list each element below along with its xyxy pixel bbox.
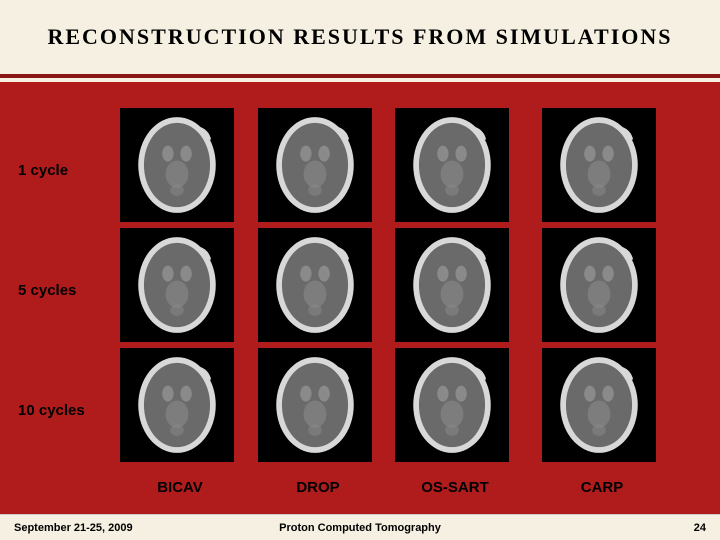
scan-r0-c3 bbox=[542, 108, 656, 222]
scan-r2-c1 bbox=[258, 348, 372, 462]
col-label-3: CARP bbox=[542, 479, 662, 496]
scan-r2-c0 bbox=[120, 348, 234, 462]
row-label-1: 5 cycles bbox=[18, 282, 76, 299]
scan-r0-c2 bbox=[395, 108, 509, 222]
col-label-0: BICAV bbox=[120, 479, 240, 496]
slide-footer: September 21-25, 2009 Proton Computed To… bbox=[0, 514, 720, 540]
scan-r1-c0 bbox=[120, 228, 234, 342]
row-label-2: 10 cycles bbox=[18, 402, 85, 419]
scan-r1-c3 bbox=[542, 228, 656, 342]
results-grid: 1 cycle 5 cycles 10 cycles BICAV DROP OS… bbox=[0, 100, 720, 500]
footer-title: Proton Computed Tomography bbox=[279, 522, 441, 534]
scan-r1-c2 bbox=[395, 228, 509, 342]
scan-r2-c3 bbox=[542, 348, 656, 462]
footer-date: September 21-25, 2009 bbox=[14, 522, 133, 534]
footer-page: 24 bbox=[694, 522, 706, 534]
col-label-2: OS-SART bbox=[395, 479, 515, 496]
scan-r0-c1 bbox=[258, 108, 372, 222]
scan-r0-c0 bbox=[120, 108, 234, 222]
row-label-0: 1 cycle bbox=[18, 162, 68, 179]
scan-r2-c2 bbox=[395, 348, 509, 462]
col-label-1: DROP bbox=[258, 479, 378, 496]
slide-header: Reconstruction Results From Simulations bbox=[0, 0, 720, 78]
scan-r1-c1 bbox=[258, 228, 372, 342]
slide-title: Reconstruction Results From Simulations bbox=[47, 24, 672, 50]
